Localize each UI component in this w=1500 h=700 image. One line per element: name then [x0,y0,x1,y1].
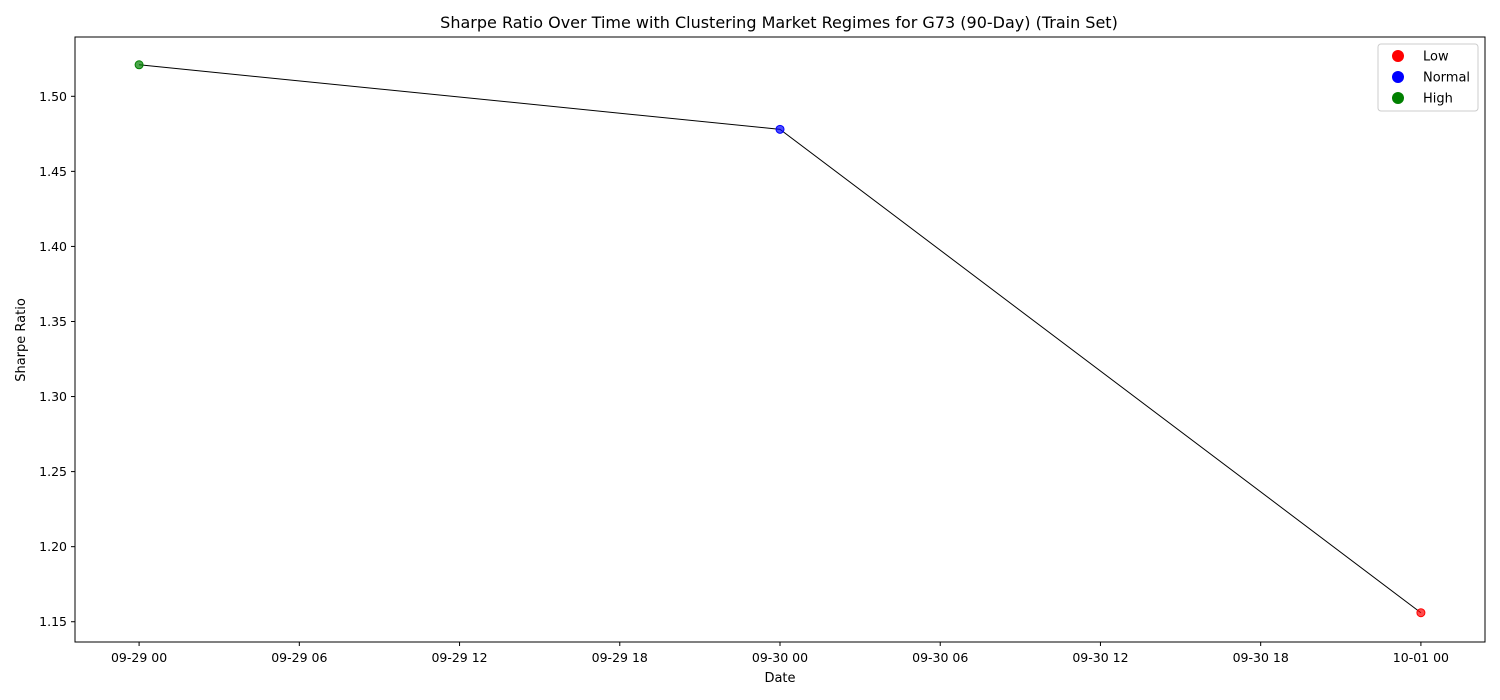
y-tick-label: 1.35 [39,314,67,329]
x-tick-label: 09-29 00 [111,650,167,665]
x-tick-label: 09-30 00 [752,650,808,665]
y-axis-label: Sharpe Ratio [14,298,29,382]
x-tick-label: 09-30 06 [912,650,968,665]
x-tick-label: 10-01 00 [1393,650,1449,665]
sharpe-line [139,64,1422,614]
y-tick-label: 1.45 [39,164,67,179]
sharpe-series [134,60,1426,618]
x-tick-label: 09-29 18 [592,650,648,665]
x-tick-label: 09-29 12 [431,650,487,665]
legend-frame [1377,43,1479,112]
x-axis-label: Date [764,671,795,686]
legend-marker-low [1392,50,1404,62]
y-axis: 1.15 1.20 1.25 1.30 1.35 1.40 1.45 1.50 [39,89,75,629]
y-tick-label: 1.40 [39,239,67,254]
legend: Low Normal High [1377,43,1479,112]
legend-label-high: High [1423,92,1453,107]
y-tick-label: 1.30 [39,389,67,404]
legend-label-normal: Normal [1423,71,1470,86]
y-tick-label: 1.15 [39,614,67,629]
x-tick-label: 09-29 06 [271,650,327,665]
legend-label-low: Low [1423,50,1449,65]
y-tick-label: 1.25 [39,464,67,479]
legend-marker-normal [1392,71,1404,83]
y-tick-label: 1.20 [39,539,67,554]
legend-marker-high [1392,92,1404,104]
x-axis: 09-29 00 09-29 06 09-29 12 09-29 18 09-30 00… [111,642,1449,665]
x-tick-label: 09-30 12 [1072,650,1128,665]
data-point-normal [775,124,785,134]
data-point-high [134,60,144,70]
data-point-low [1416,608,1426,618]
y-tick-label: 1.50 [39,89,67,104]
x-tick-label: 09-30 18 [1233,650,1289,665]
chart-title: Sharpe Ratio Over Time with Clustering M… [440,13,1118,32]
